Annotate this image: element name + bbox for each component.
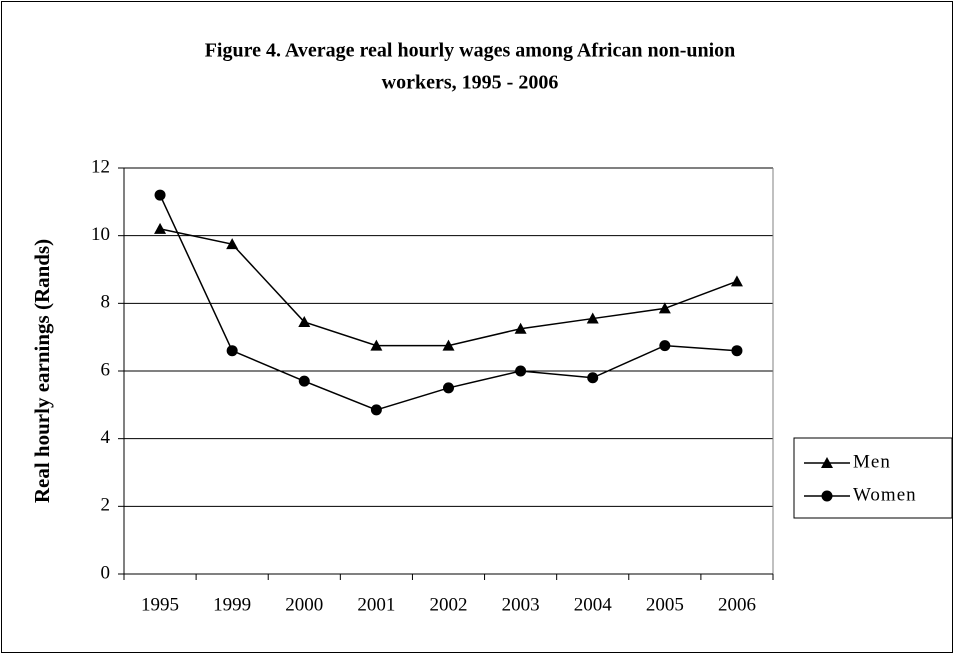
y-tick-label: 10: [91, 224, 110, 245]
data-point: [443, 382, 454, 394]
data-point: [658, 302, 671, 314]
data-point: [586, 312, 599, 324]
x-tick-label: 1999: [213, 594, 251, 615]
x-tick-label: 2006: [718, 594, 756, 615]
y-tick-label: 4: [101, 427, 111, 448]
legend-marker: [821, 490, 833, 502]
legend-box: [793, 437, 953, 519]
data-point: [514, 322, 527, 334]
y-axis-label: Real hourly earnings (Rands): [30, 239, 54, 503]
y-tick-label: 8: [101, 292, 111, 313]
y-tick-label: 6: [101, 359, 111, 380]
data-point: [587, 372, 599, 384]
legend-marker: [821, 457, 833, 468]
data-point: [515, 365, 527, 377]
data-point: [659, 340, 671, 352]
y-tick-label: 12: [91, 156, 110, 177]
data-point: [731, 345, 743, 357]
x-tick-label: 2003: [502, 594, 540, 615]
x-tick-label: 2001: [357, 594, 395, 615]
x-tick-label: 2002: [430, 594, 468, 615]
data-point: [226, 345, 238, 357]
data-point: [298, 375, 310, 387]
x-tick-label: 1995: [141, 594, 179, 615]
chart-title: Figure 4. Average real hourly wages amon…: [205, 40, 736, 62]
x-tick-label: 2004: [574, 594, 613, 615]
x-tick-label: 2005: [646, 594, 684, 615]
data-point: [442, 339, 455, 351]
y-tick-label: 0: [101, 562, 111, 583]
data-point: [226, 238, 239, 250]
legend-label: Women: [853, 484, 917, 505]
data-point: [298, 315, 311, 327]
data-point: [730, 275, 743, 287]
data-point: [370, 339, 383, 351]
data-point: [154, 222, 167, 234]
legend-label: Men: [853, 451, 891, 472]
data-point: [154, 189, 166, 201]
data-point: [370, 404, 382, 416]
chart-subtitle: workers, 1995 - 2006: [382, 72, 559, 94]
y-tick-label: 2: [101, 495, 111, 516]
x-tick-label: 2000: [285, 594, 323, 615]
